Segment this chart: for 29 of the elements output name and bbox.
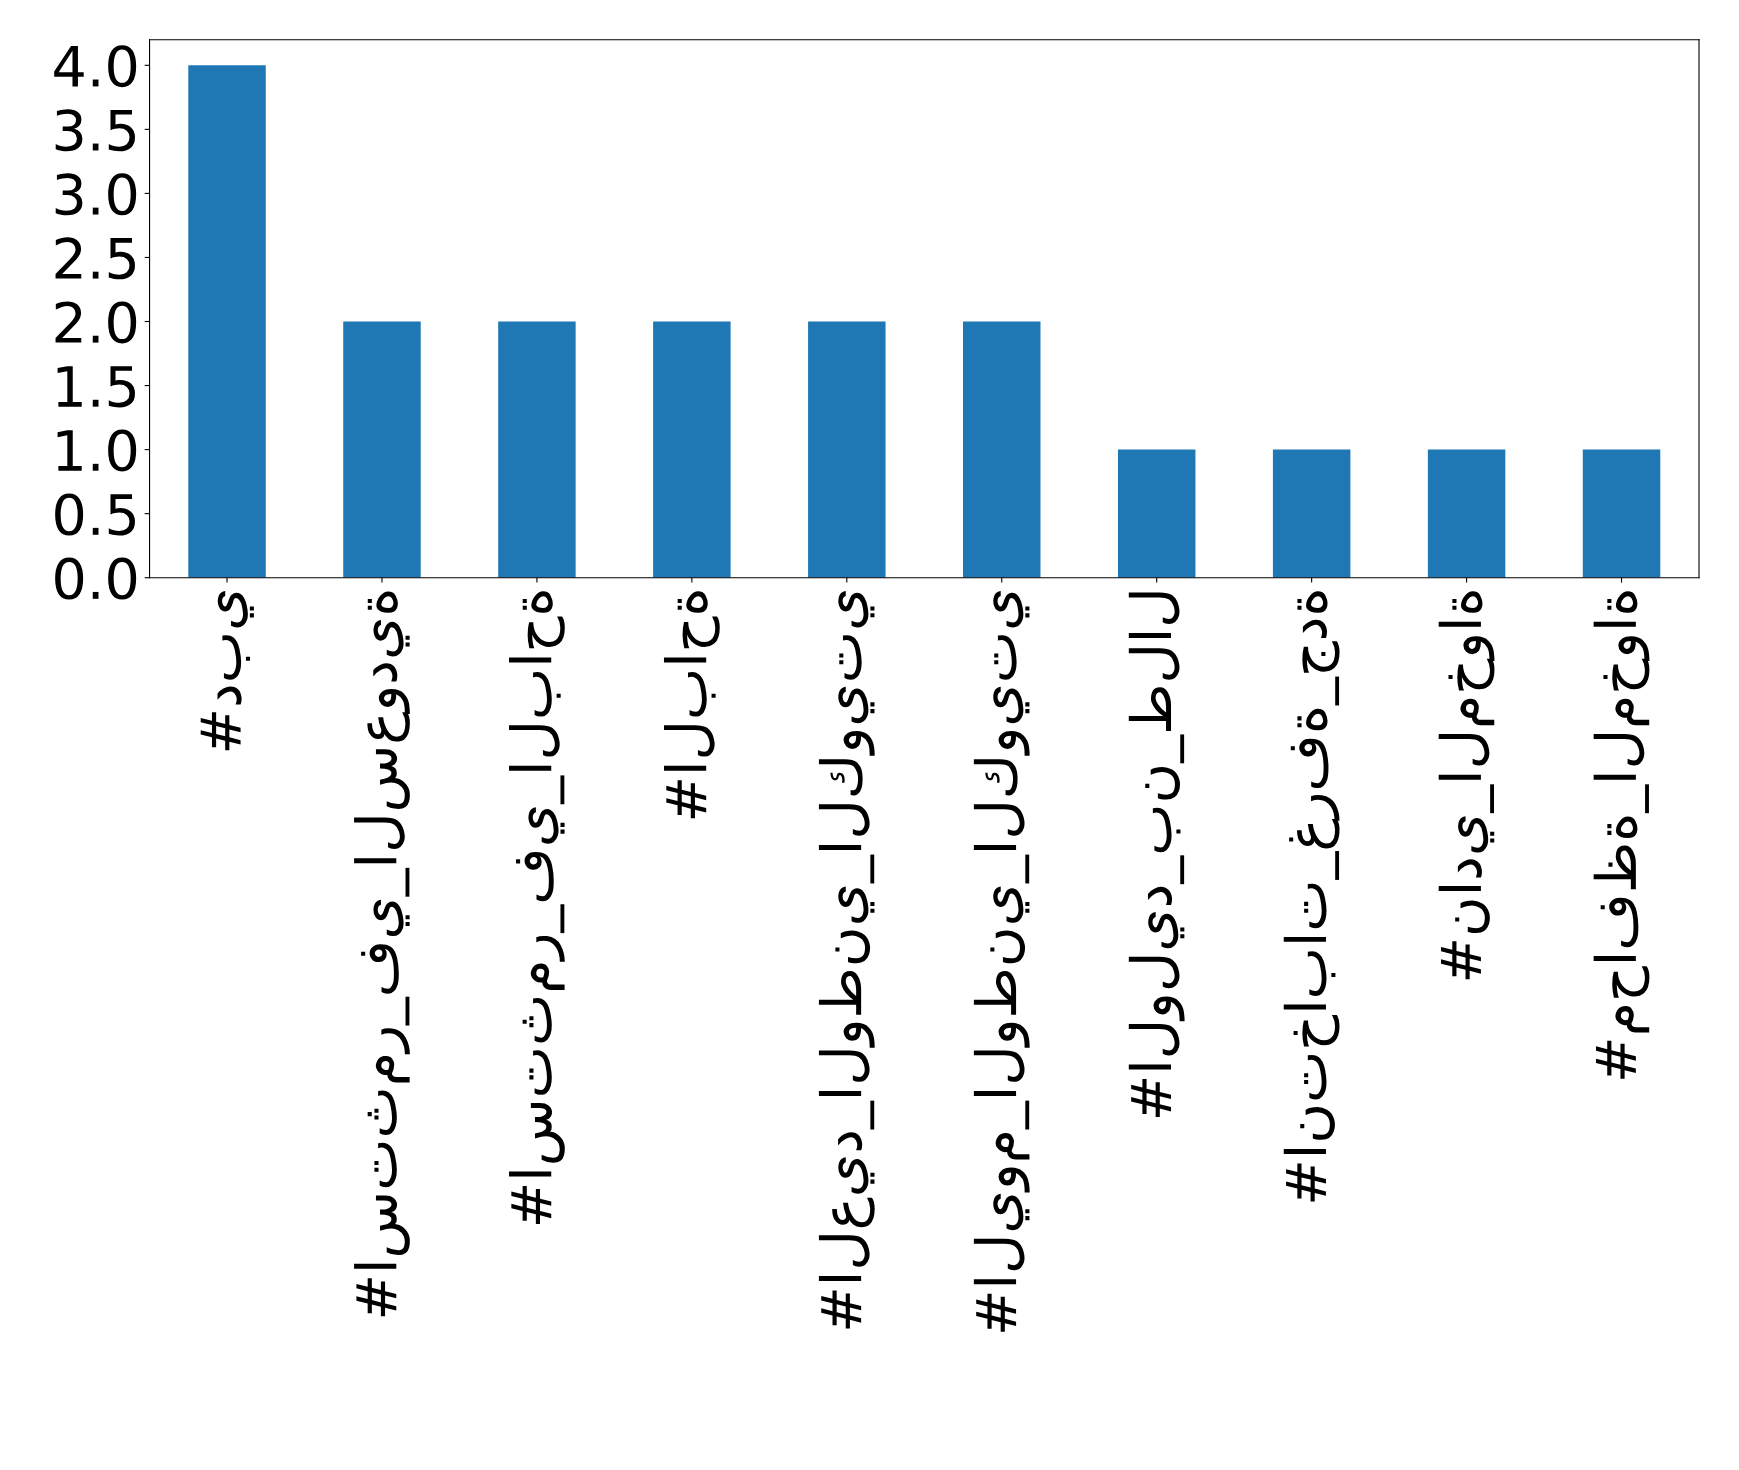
bar (1272, 449, 1351, 578)
x-tick-label: #العيد_الوطني_الكويتي (818, 590, 875, 1329)
bar (1427, 449, 1506, 578)
y-tick-label: 0.0 (55, 557, 137, 600)
y-tick-label: 3.5 (55, 109, 135, 152)
bar (808, 321, 886, 578)
bar (498, 321, 576, 578)
x-tick-label: #استثمر_في_الباحة (509, 591, 565, 1224)
x-tick-label: #الباحة (663, 591, 720, 819)
bar (1117, 449, 1196, 578)
y-tick-label: 3.0 (55, 173, 137, 216)
x-tick-label: #استثمر_في_السعودية (354, 591, 410, 1317)
y-tick-label: 2.5 (55, 237, 135, 280)
y-tick-label: 0.5 (55, 493, 135, 536)
bar (653, 321, 731, 578)
bar (343, 321, 421, 578)
x-tick-label: #دبي (200, 590, 254, 751)
bar (188, 65, 266, 578)
y-tick-label: 1.0 (57, 429, 137, 472)
y-tick-label: 1.5 (57, 366, 135, 408)
x-tick-label: #اليوم_الوطني_الكويتي (973, 590, 1030, 1332)
y-tick-label: 4.0 (54, 45, 137, 88)
y-tick-label: 2.0 (55, 301, 137, 344)
bar (963, 321, 1041, 578)
x-tick-label: #محافظة_المخواة (1593, 591, 1650, 1079)
bar (1582, 449, 1661, 578)
x-tick-label: #انتخابات_غرفة_جدة (1283, 591, 1340, 1202)
x-tick-label: #نادي_المخواة (1438, 591, 1495, 980)
x-tick-label: #الوليد_بن_طلال (1128, 592, 1185, 1118)
